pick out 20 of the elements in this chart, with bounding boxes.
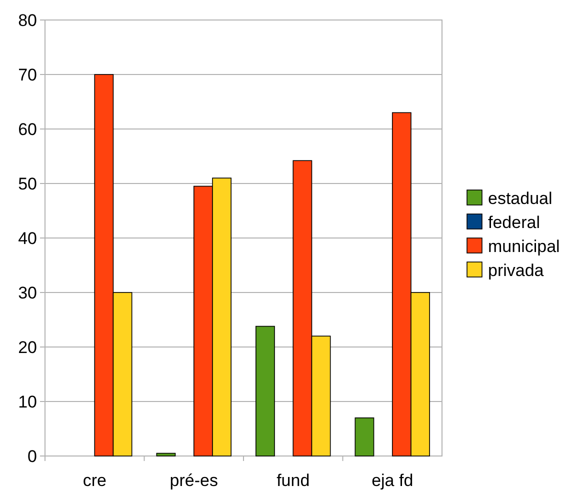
x-tick-label: cre [82,471,106,490]
y-tick-label: 70 [18,65,37,84]
legend-label: municipal [488,236,560,256]
y-tick-label: 20 [18,338,37,357]
bar [256,326,275,456]
y-tick-label: 50 [18,174,37,194]
y-tick-label: 0 [28,446,37,466]
legend-label: privada [488,260,544,280]
x-tick-label: fund [276,471,310,490]
x-tick-label: eja fd [372,471,414,490]
y-tick-label: 30 [18,283,37,302]
bar [156,452,176,456]
bar [354,417,374,456]
legend-label: federal [488,212,540,232]
legend-label: estadual [488,188,552,208]
y-tick-label: 40 [18,228,37,248]
y-tick-label: 60 [18,120,37,139]
x-tick-label: pré-es [170,471,218,490]
y-tick-label: 80 [18,10,37,30]
y-tick-label: 10 [18,392,37,412]
